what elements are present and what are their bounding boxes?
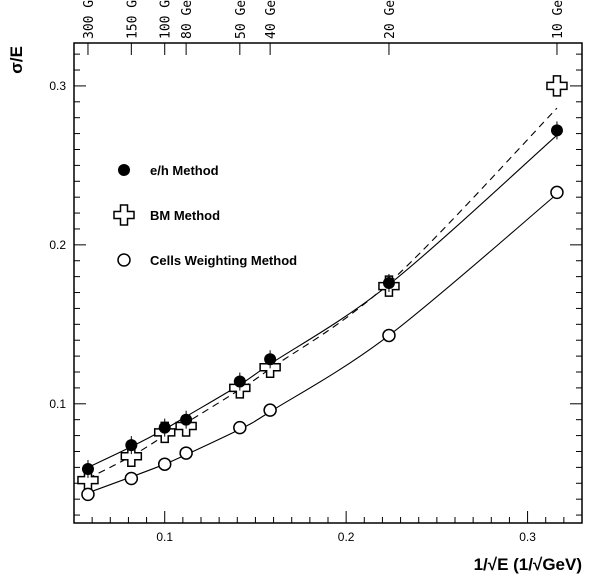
y-tick-label: 0.1: [49, 397, 66, 411]
x-tick-label: 0.2: [338, 530, 355, 544]
legend-label: BM Method: [150, 208, 220, 223]
x-tick-label: 0.3: [519, 530, 536, 544]
cells-point: [124, 471, 139, 486]
eh-point: [125, 439, 138, 452]
legend-label: Cells Weighting Method: [150, 253, 297, 268]
legend-eh-marker: [118, 164, 130, 176]
x-axis-label: 1/√E (1/√GeV): [474, 555, 582, 574]
x-tick-label: 0.1: [156, 530, 173, 544]
y-tick-label: 0.3: [49, 79, 66, 93]
top-axis-label: 20 GeV: [383, 0, 398, 39]
bm-point: [546, 75, 568, 97]
top-axis-label: 80 GeV: [180, 0, 195, 39]
cells-point: [157, 457, 172, 471]
top-axis-label: 100 GeV: [159, 0, 174, 39]
bm-fit-curve: [87, 107, 558, 479]
eh-point: [233, 375, 246, 388]
top-axis-label: 40 GeV: [264, 0, 279, 39]
top-axis-label: 300 GeV: [82, 0, 97, 39]
cells-point: [81, 487, 95, 502]
cells-point: [382, 328, 396, 343]
plot-frame: [73, 42, 583, 524]
top-axis-label: 10 GeV: [551, 0, 566, 39]
legend: e/h Method BM Method Cells Weighting Metho…: [113, 163, 297, 268]
top-axis-label: 50 GeV: [234, 0, 249, 39]
eh-point: [81, 462, 94, 475]
eh-point: [264, 353, 277, 366]
fit-curve: [87, 193, 558, 494]
legend-label: e/h Method: [150, 163, 219, 178]
top-axis-label: 150 GeV: [125, 0, 140, 39]
cells-point: [263, 403, 277, 417]
eh-point: [180, 413, 193, 426]
y-tick-label: 0.2: [49, 238, 66, 252]
legend-bm-marker: [113, 204, 135, 226]
eh-point: [550, 124, 563, 137]
cells-point: [179, 446, 193, 460]
legend-cells-marker: [117, 253, 131, 267]
eh-point: [158, 421, 171, 434]
data-points: [77, 75, 568, 502]
y-axis-label: σ/E: [7, 46, 26, 74]
cells-point: [550, 185, 564, 200]
fit-curve: [87, 134, 558, 468]
eh-point: [382, 277, 395, 289]
cells-point: [233, 420, 247, 435]
axis-ticks: 0.1 0.2 0.3 0.1 0.2 0.3 300 GeV 150 GeV 100 GeV 8…: [49, 0, 583, 544]
